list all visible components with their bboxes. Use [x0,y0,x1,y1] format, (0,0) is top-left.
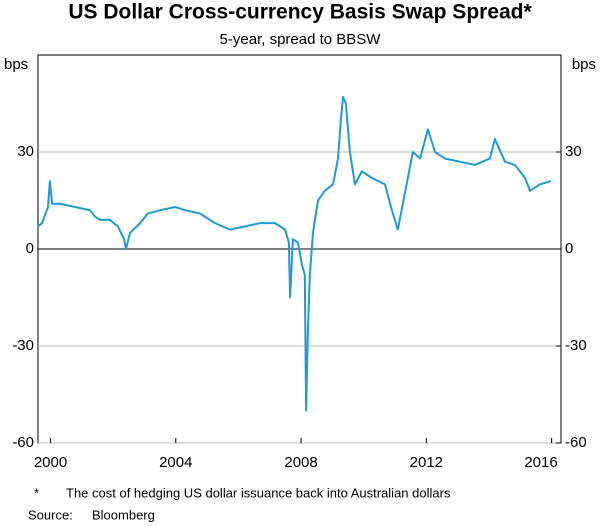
x-tick-label: 2000 [34,454,67,471]
source-label: Source: [28,507,73,522]
chart-subtitle: 5-year, spread to BBSW [220,31,382,48]
x-tick-label: 2004 [159,454,192,471]
x-tick-label: 2008 [284,454,317,471]
y-tick-label: -60 [12,434,34,451]
footnote: The cost of hedging US dollar issuance b… [66,485,451,500]
y-tick-label: -30 [12,337,34,354]
footnote-marker: * [34,485,39,500]
y2-tick-label: -60 [565,434,587,451]
y2-tick-label: 30 [565,143,582,160]
y2-axis-label: bps [572,56,596,73]
x-tick-label: 2016 [524,454,557,471]
y-tick-label: 30 [17,143,34,160]
source: Bloomberg [92,507,155,522]
x-tick-label: 2012 [410,454,443,471]
y2-tick-label: -30 [565,337,587,354]
y-axis-label: bps [4,56,28,73]
chart-title: US Dollar Cross-currency Basis Swap Spre… [68,1,532,24]
y-tick-label: 0 [26,240,34,257]
y2-tick-label: 0 [565,240,573,257]
data-line [37,96,552,412]
